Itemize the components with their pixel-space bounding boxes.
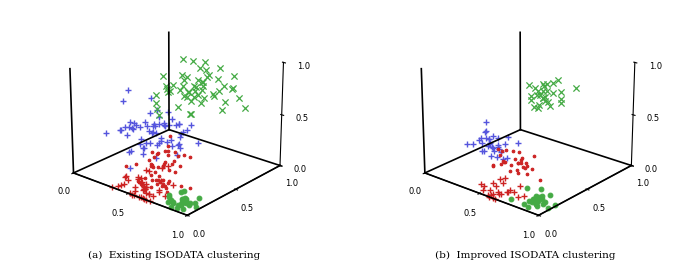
Title: (b)  Improved ISODATA clustering: (b) Improved ISODATA clustering [435, 251, 616, 261]
Title: (a)  Existing ISODATA clustering: (a) Existing ISODATA clustering [88, 251, 260, 261]
